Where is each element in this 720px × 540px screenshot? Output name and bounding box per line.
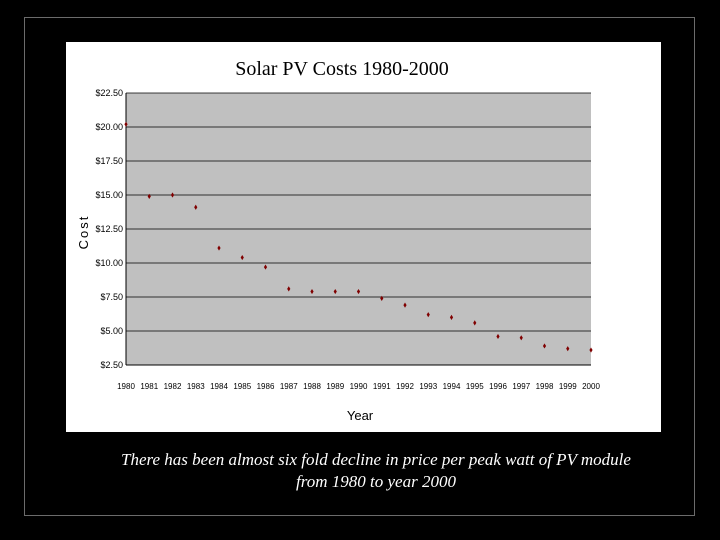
- data-point: [496, 333, 500, 340]
- data-point: [124, 121, 128, 127]
- y-tick-label: $2.50: [100, 360, 123, 370]
- data-point: [589, 347, 593, 353]
- x-tick-label: 1988: [303, 382, 321, 391]
- x-tick-label: 1985: [233, 382, 251, 391]
- y-axis-title: Cost: [76, 215, 91, 250]
- data-point: [147, 193, 151, 199]
- x-tick-label: 1984: [210, 382, 228, 391]
- data-point: [217, 245, 221, 251]
- data-point: [356, 288, 361, 295]
- data-point: [194, 204, 198, 210]
- x-tick-label: 1996: [489, 382, 507, 391]
- data-point: [263, 264, 268, 270]
- y-tick-label: $7.50: [100, 292, 123, 302]
- x-tick-label: 1986: [257, 382, 275, 391]
- y-tick-label: $17.50: [95, 156, 123, 166]
- data-point: [170, 192, 175, 198]
- x-tick-label: 1991: [373, 382, 391, 391]
- y-tick-label: $20.00: [95, 122, 123, 132]
- data-point: [519, 335, 523, 341]
- chart-panel: $2.50 $5.00 $7.50 $10.00 $12.50 $15.00 $17.50 $…: [66, 42, 661, 432]
- x-tick-label: 1990: [350, 382, 368, 391]
- x-tick-label: 2000: [582, 382, 600, 391]
- scatter-chart: $2.50 $5.00 $7.50 $10.00 $12.50 $15.00 $17.50 $…: [76, 58, 600, 423]
- x-tick-label: 1994: [443, 382, 461, 391]
- slide-frame: [24, 17, 695, 516]
- x-tick-labels: 1980 1981 1982 1983 1984 1985 1986 1987 1988 1989…: [117, 382, 600, 391]
- x-tick-label: 1982: [164, 382, 182, 391]
- gridlines: [125, 92, 591, 366]
- data-point: [566, 346, 570, 352]
- y-tick-label: $22.50: [95, 88, 123, 98]
- y-tick-label: $5.00: [100, 326, 123, 336]
- data-point: [287, 286, 291, 292]
- caption-line-2: from 1980 to year 2000: [296, 472, 456, 491]
- x-tick-label: 1981: [140, 382, 158, 391]
- y-tick-labels: $2.50 $5.00 $7.50 $10.00 $12.50 $15.00 $17.50 $…: [95, 88, 123, 370]
- data-point: [542, 343, 547, 349]
- chart-title: Solar PV Costs 1980-2000: [235, 58, 449, 80]
- slide-caption: There has been almost six fold decline i…: [66, 449, 686, 493]
- y-tick-label: $12.50: [95, 224, 123, 234]
- x-axis-title: Year: [347, 408, 374, 423]
- data-point: [310, 288, 314, 295]
- x-tick-label: 1983: [187, 382, 205, 391]
- data-point: [333, 288, 337, 295]
- x-tick-label: 1997: [512, 382, 530, 391]
- x-tick-label: 1987: [280, 382, 298, 391]
- data-point: [380, 295, 384, 301]
- data-point: [426, 312, 430, 318]
- y-tick-label: $10.00: [95, 258, 123, 268]
- caption-line-1: There has been almost six fold decline i…: [121, 450, 631, 469]
- x-tick-label: 1989: [326, 382, 344, 391]
- y-tick-label: $15.00: [95, 190, 123, 200]
- data-points: [124, 121, 593, 353]
- x-tick-label: 1993: [419, 382, 437, 391]
- data-point: [403, 302, 407, 308]
- x-tick-label: 1999: [559, 382, 577, 391]
- data-point: [473, 320, 477, 326]
- x-tick-label: 1980: [117, 382, 135, 391]
- x-tick-label: 1998: [536, 382, 554, 391]
- data-point: [449, 314, 454, 320]
- x-tick-label: 1992: [396, 382, 414, 391]
- x-tick-label: 1995: [466, 382, 484, 391]
